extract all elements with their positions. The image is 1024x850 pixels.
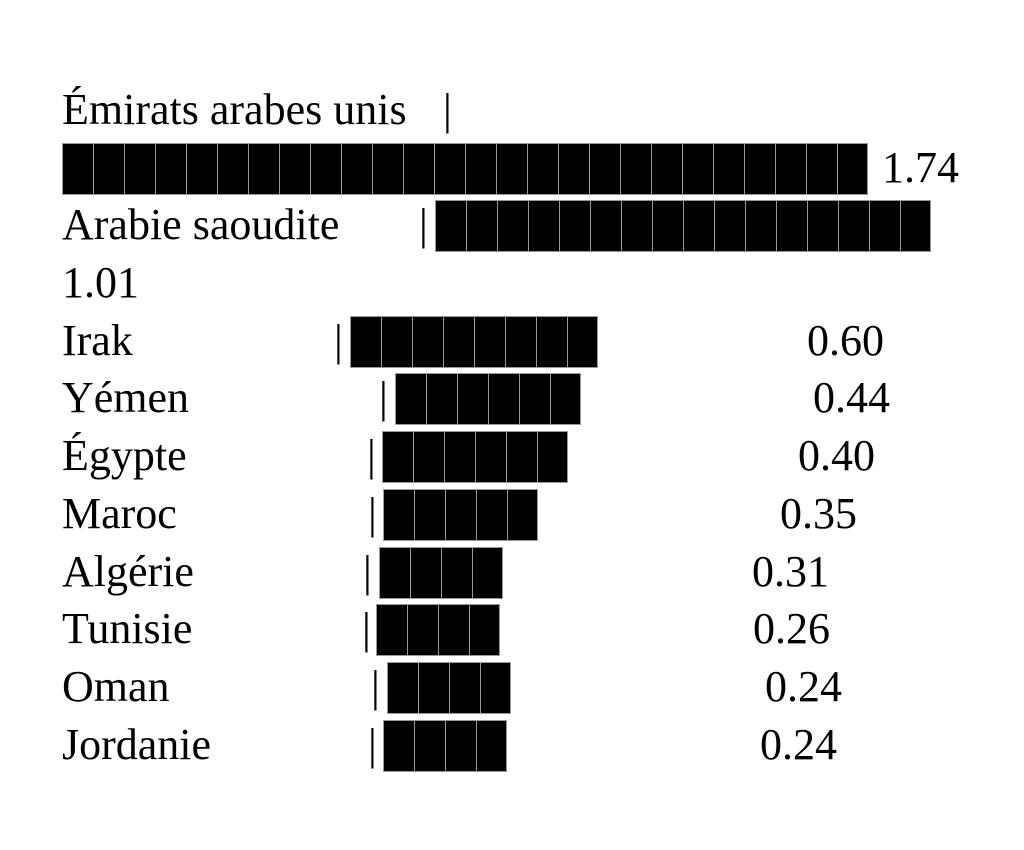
chart-row-line: Irak | 0.60 [0,312,1024,370]
value-bar [379,547,503,599]
separator-pipe: | [334,316,343,365]
separator-pipe: | [367,431,376,480]
value-label: 0.24 [765,662,842,711]
chart-row-line: Yémen | 0.44 [0,369,1024,427]
country-label: Irak [62,316,133,365]
chart-row-line: Égypte | 0.40 [0,427,1024,485]
country-label: Émirats arabes unis [62,85,407,134]
chart-row-line: Algérie | 0.31 [0,543,1024,601]
country-label: Maroc [62,489,177,538]
value-label: 0.40 [798,431,875,480]
country-label: Égypte [62,431,187,480]
country-label: Oman [62,662,170,711]
value-bar [387,662,511,714]
value-label: 0.35 [780,489,857,538]
value-label: 1.74 [882,143,959,192]
country-label: Jordanie [62,720,212,769]
separator-pipe: | [419,200,428,249]
country-label: Yémen [62,373,190,422]
separator-pipe: | [379,373,388,422]
value-label: 0.44 [813,373,890,422]
value-label: 0.31 [752,547,829,596]
separator-pipe: | [443,85,452,134]
country-label: Algérie [62,547,194,596]
value-bar [376,604,500,656]
value-bar [350,316,598,368]
separator-pipe: | [368,720,377,769]
chart-row-line: 1.01 [0,254,1024,312]
value-bar [383,489,538,541]
value-bar [62,143,868,195]
value-bar [435,200,931,252]
separator-pipe: | [363,547,372,596]
chart-row-line: Oman | 0.24 [0,658,1024,716]
chart-row-line: Émirats arabes unis | [0,81,1024,139]
chart-row-line: Arabie saoudite | [0,196,1024,254]
chart-row-line: Tunisie | 0.26 [0,600,1024,658]
value-label: 0.60 [807,316,884,365]
value-bar [383,720,507,772]
chart-row-line: Jordanie | 0.24 [0,716,1024,774]
chart-row-line: 1.74 [0,139,1024,197]
chart-row-line: Maroc | 0.35 [0,485,1024,543]
separator-pipe: | [368,489,377,538]
country-label: Arabie saoudite [62,200,340,249]
separator-pipe: | [362,604,371,653]
value-bar [382,431,568,483]
separator-pipe: | [371,662,380,711]
value-label: 0.26 [753,604,830,653]
country-label: Tunisie [62,604,193,653]
value-label: 1.01 [62,258,139,307]
value-label: 0.24 [760,720,837,769]
value-bar [395,373,581,425]
